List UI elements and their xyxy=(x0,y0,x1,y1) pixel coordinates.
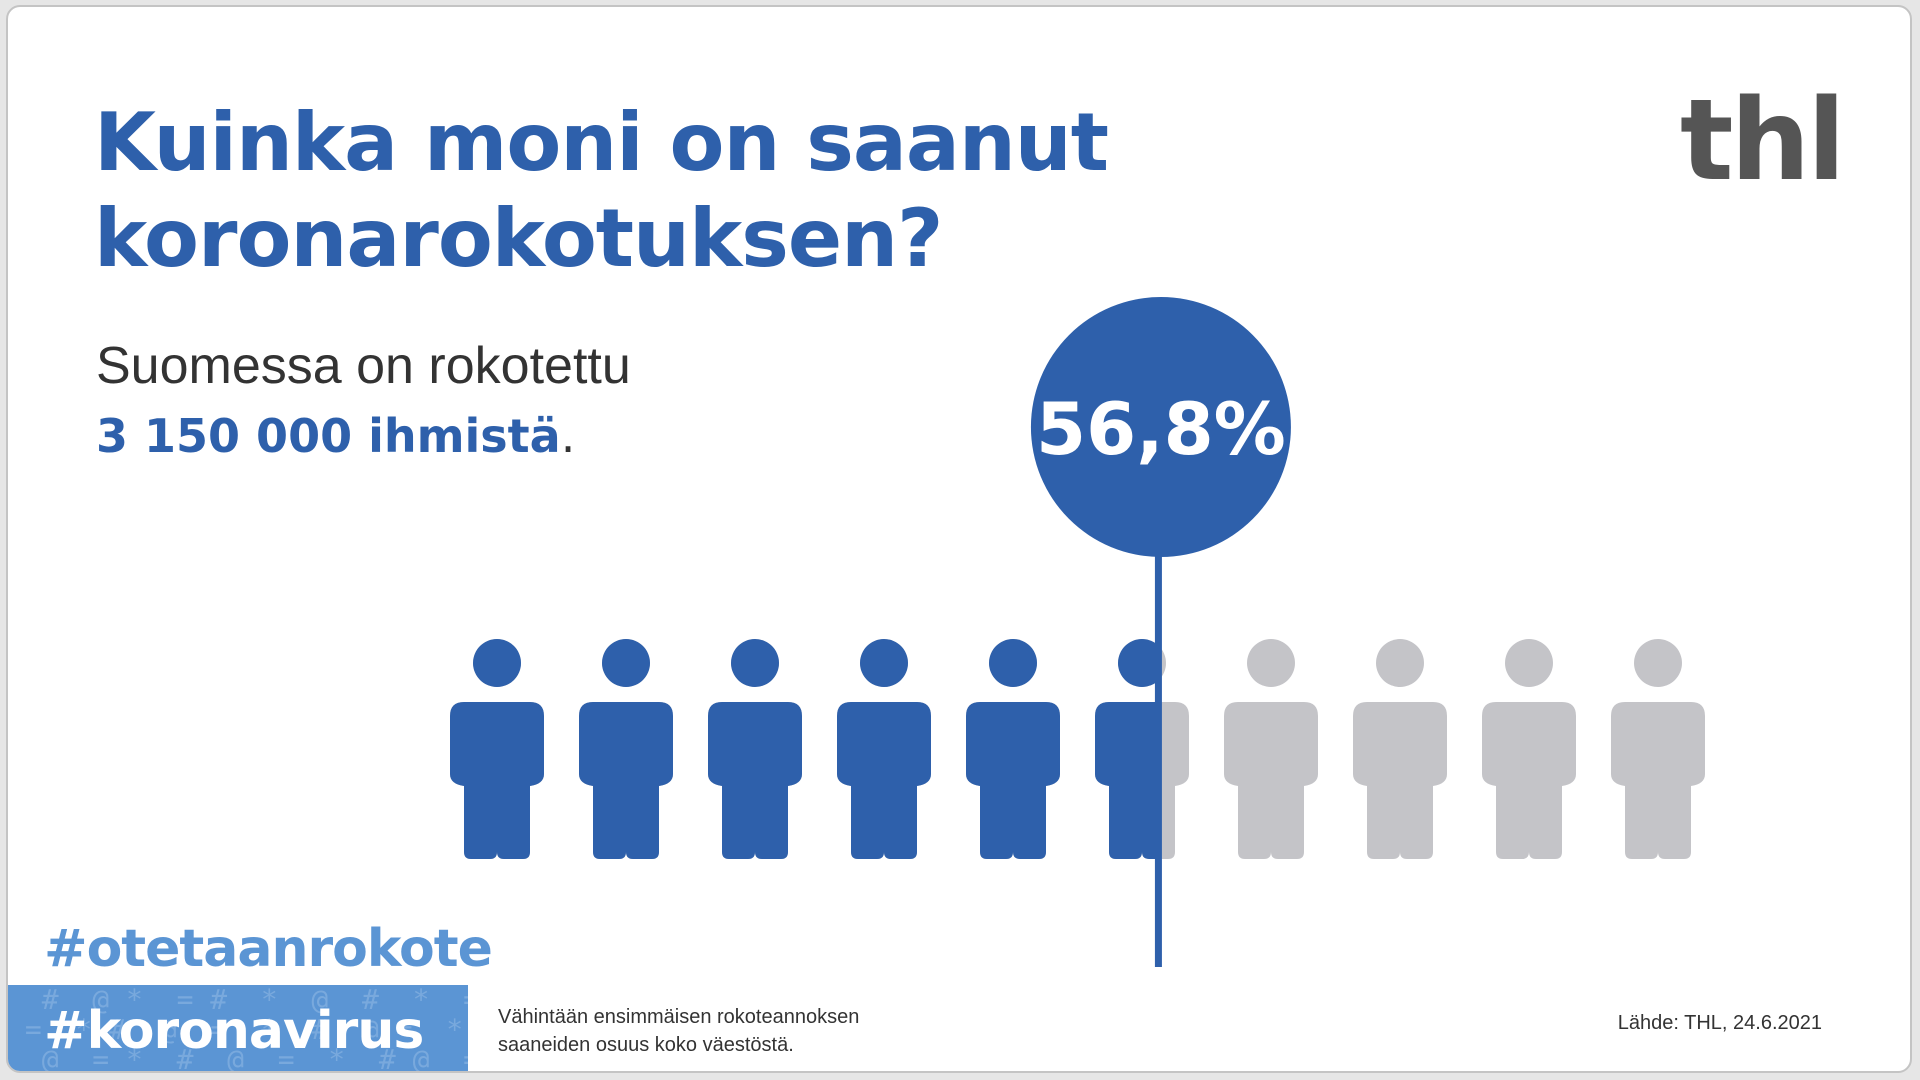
banner-pattern: # @ * = # * @ # * = @ # * = * # @ = * # … xyxy=(24,985,468,1073)
person-empty-icon xyxy=(1611,639,1705,859)
hashtag-koronavirus: #koronavirus xyxy=(44,1001,424,1061)
person-head-icon xyxy=(602,639,650,687)
person-body-icon xyxy=(837,702,931,859)
percent-marker-circle xyxy=(1030,297,1291,557)
person-head-icon xyxy=(1118,639,1159,687)
person-head-icon xyxy=(989,639,1037,687)
hashtag-banner: # @ * = # * @ # * = @ # * = * # @ = * # … xyxy=(8,985,468,1073)
person-filled-icon xyxy=(579,639,673,859)
people-filled-layer xyxy=(450,639,1159,859)
person-body-icon xyxy=(1611,702,1705,859)
person-body-icon xyxy=(966,702,1060,859)
person-body-icon xyxy=(708,702,802,859)
footnote-line-1: Vähintään ensimmäisen rokoteannoksen xyxy=(498,1006,860,1028)
person-head-icon xyxy=(1247,639,1295,687)
person-body-icon xyxy=(579,702,673,859)
person-head-icon xyxy=(1505,639,1553,687)
person-body-icon xyxy=(1353,702,1447,859)
vaccinated-count: 3 150 000 ihmistä. xyxy=(96,407,575,465)
person-filled-icon xyxy=(1095,639,1159,859)
lead-text: Suomessa on rokotettu xyxy=(96,337,631,395)
hashtag-otetaanrokote: #otetaanrokote xyxy=(44,919,493,979)
person-filled-icon xyxy=(708,639,802,859)
percent-marker-line xyxy=(1154,547,1162,967)
person-head-icon xyxy=(473,639,521,687)
person-body-icon xyxy=(1095,702,1159,859)
vaccinated-count-suffix: . xyxy=(560,409,576,463)
vaccinated-count-value: 3 150 000 ihmistä xyxy=(96,409,561,463)
pictogram-chart: 56,8% xyxy=(450,297,1705,967)
percent-value-label: 56,8% xyxy=(1036,387,1286,471)
source-label: Lähde: THL, 24.6.2021 xyxy=(1617,1012,1822,1034)
person-body-icon xyxy=(450,702,544,859)
person-body-icon xyxy=(1482,702,1576,859)
person-body-icon xyxy=(1224,702,1318,859)
person-head-icon xyxy=(1634,639,1682,687)
person-head-icon xyxy=(731,639,779,687)
infographic-card: Kuinka moni on saanut koronarokotuksen? … xyxy=(6,5,1912,1073)
chart-footnote: Vähintään ensimmäisen rokoteannoksen saa… xyxy=(498,1003,859,1059)
person-empty-icon xyxy=(1482,639,1576,859)
person-filled-icon xyxy=(966,639,1060,859)
person-filled-icon xyxy=(837,639,931,859)
thl-logo: thl xyxy=(1680,76,1846,206)
footnote-line-2: saaneiden osuus koko väestöstä. xyxy=(498,1034,794,1056)
person-head-icon xyxy=(1376,639,1424,687)
person-head-icon xyxy=(860,639,908,687)
page-title: Kuinka moni on saanut koronarokotuksen? xyxy=(94,95,1194,287)
title-line-1: Kuinka moni on saanut xyxy=(94,96,1109,189)
person-empty-icon xyxy=(1224,639,1318,859)
person-filled-icon xyxy=(450,639,544,859)
person-empty-icon xyxy=(1353,639,1447,859)
title-line-2: koronarokotuksen? xyxy=(94,192,943,285)
